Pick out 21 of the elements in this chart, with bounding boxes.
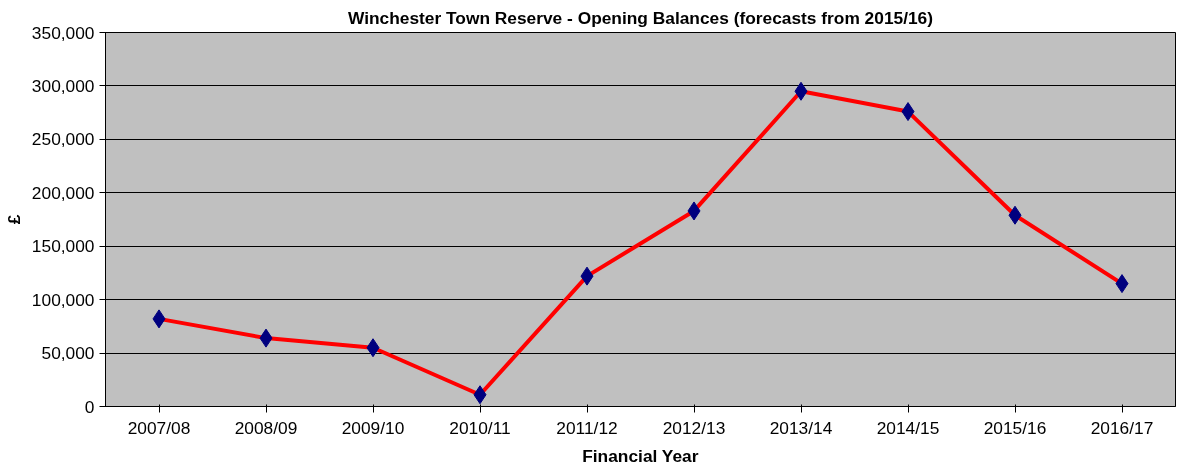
x-tick-label: 2012/13 <box>662 417 726 438</box>
x-tick-label: 2014/15 <box>876 417 940 438</box>
x-axis-title: Financial Year <box>582 445 699 466</box>
x-tick-label: 2008/09 <box>234 417 298 438</box>
y-tick-label: 350,000 <box>31 22 95 43</box>
x-tick-label: 2010/11 <box>449 417 511 438</box>
y-tick-label: 200,000 <box>31 182 95 203</box>
y-tick-label: 150,000 <box>31 236 95 257</box>
x-tick-label: 2009/10 <box>341 417 405 438</box>
y-tick-label: 0 <box>84 396 95 417</box>
x-tick-label: 2015/16 <box>983 417 1047 438</box>
y-axis-title: £ <box>3 214 24 225</box>
x-tick-label: 2016/17 <box>1090 417 1154 438</box>
x-tick-label: 2013/14 <box>769 417 833 438</box>
y-tick-label: 300,000 <box>31 75 95 96</box>
chart-title: Winchester Town Reserve - Opening Balances (forecasts from 2015/16) <box>347 7 934 28</box>
y-tick-label: 50,000 <box>41 343 95 364</box>
y-tick-label: 100,000 <box>31 289 95 310</box>
y-tick-label: 250,000 <box>31 129 95 150</box>
x-tick-label: 2007/08 <box>127 417 191 438</box>
x-tick-label: 2011/12 <box>556 417 618 438</box>
